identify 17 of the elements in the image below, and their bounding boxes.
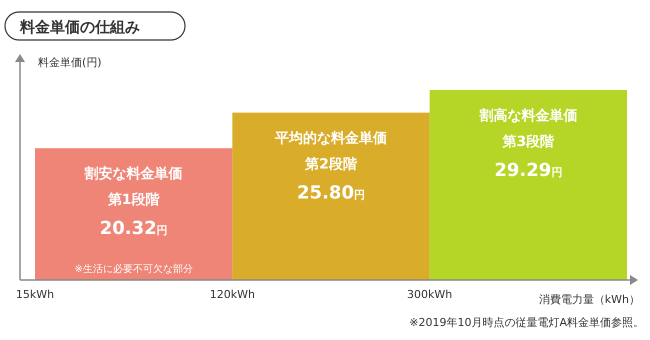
- x-tick-label: 割安な料金単価: [84, 165, 183, 182]
- x-axis-title: 消費電力量（kWh）: [538, 293, 640, 306]
- text: 120kWh: [210, 288, 255, 301]
- annotation: 第1段階: [106, 192, 161, 208]
- data-label: 20.32円: [100, 218, 168, 240]
- annotation: 第3段階: [501, 134, 556, 150]
- chart-title: 料金単価の仕組み: [19, 18, 140, 36]
- y-axis-title: 料金単価(円): [38, 56, 102, 69]
- annotation: ※生活に必要不可欠な部分: [74, 263, 193, 275]
- data-label: 25.80円: [297, 182, 365, 204]
- x-tick-label: 平均的な料金単価: [274, 130, 387, 147]
- x-tick-label: 割高な料金単価: [478, 107, 578, 124]
- text: 300kWh: [407, 288, 452, 301]
- text: 15kWh: [16, 288, 54, 301]
- text: ※2019年10月時点の従量電灯A料金単価参照。: [409, 316, 644, 329]
- data-label: 29.29円: [494, 160, 562, 181]
- annotation: 第2段階: [304, 156, 358, 173]
